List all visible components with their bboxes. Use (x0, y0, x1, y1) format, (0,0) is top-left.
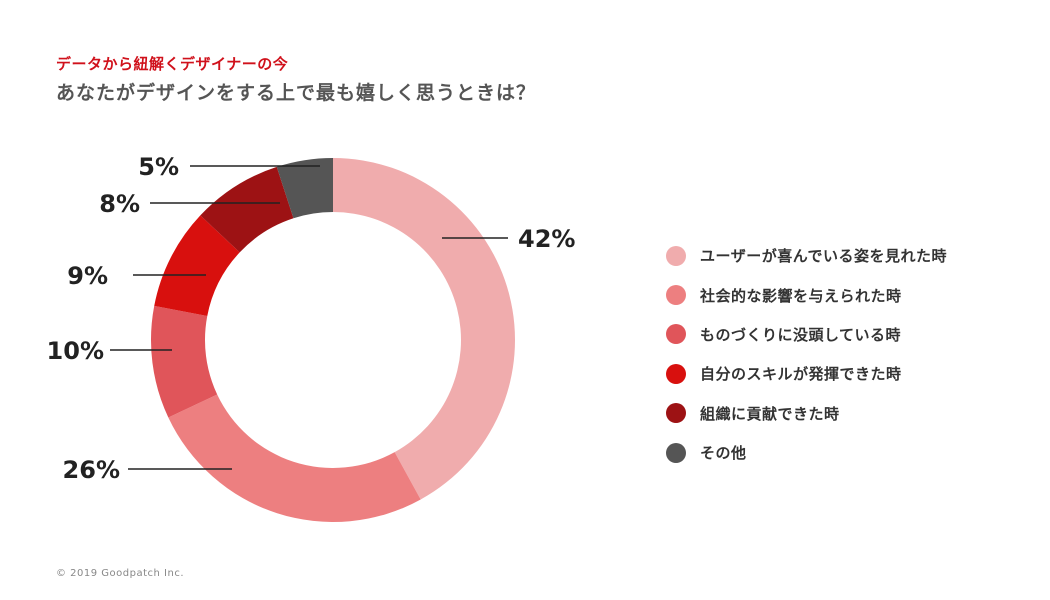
chart-title: あなたがデザインをする上で最も嬉しく思うときは？ (56, 82, 537, 104)
donut-slice-4 (200, 166, 294, 253)
legend-label-4: 組織に貢献できた時 (700, 404, 840, 423)
legend-label-2: ものづくりに没頭している時 (700, 325, 902, 344)
legend-item-0: ユーザーが喜んでいる姿を見れた時 (666, 236, 947, 275)
data-label-3: 9% (67, 262, 108, 290)
legend-item-5: その他 (666, 433, 947, 472)
legend: ユーザーが喜んでいる姿を見れた時 社会的な影響を与えられた時 ものづくりに没頭してい… (666, 236, 947, 472)
data-label-4: 8% (99, 190, 140, 218)
donut-slice-3 (154, 215, 240, 317)
donut-slices (151, 158, 515, 522)
legend-swatch-0 (666, 245, 686, 266)
legend-label-1: 社会的な影響を与えられた時 (700, 286, 902, 305)
legend-swatch-2 (666, 324, 686, 345)
data-label-5: 5% (138, 153, 179, 181)
data-labels: 42% 26% 10% 9% 8% 5% (47, 153, 576, 484)
legend-item-4: 組織に貢献できた時 (666, 394, 947, 433)
donut-slice-5 (276, 158, 333, 219)
donut-slice-0 (333, 158, 515, 500)
legend-swatch-3 (666, 363, 686, 384)
data-label-2: 10% (47, 337, 104, 365)
leader-lines (110, 165, 508, 470)
legend-label-3: 自分のスキルが発揮できた時 (700, 365, 902, 384)
donut-slice-1 (168, 394, 421, 522)
legend-label-0: ユーザーが喜んでいる姿を見れた時 (700, 247, 947, 266)
chart-subtitle: データから紐解くデザイナーの今 (56, 55, 289, 73)
copyright-footer: © 2019 Goodpatch Inc. (56, 568, 185, 579)
legend-label-5: その他 (700, 444, 747, 463)
data-label-0: 42% (518, 225, 575, 253)
legend-item-3: 自分のスキルが発揮できた時 (666, 354, 947, 393)
legend-swatch-1 (666, 285, 686, 306)
legend-swatch-4 (666, 403, 686, 424)
legend-item-1: 社会的な影響を与えられた時 (666, 275, 947, 314)
donut-slice-2 (151, 305, 218, 418)
legend-item-2: ものづくりに没頭している時 (666, 315, 947, 354)
data-label-1: 26% (63, 456, 120, 484)
legend-swatch-5 (666, 442, 686, 463)
